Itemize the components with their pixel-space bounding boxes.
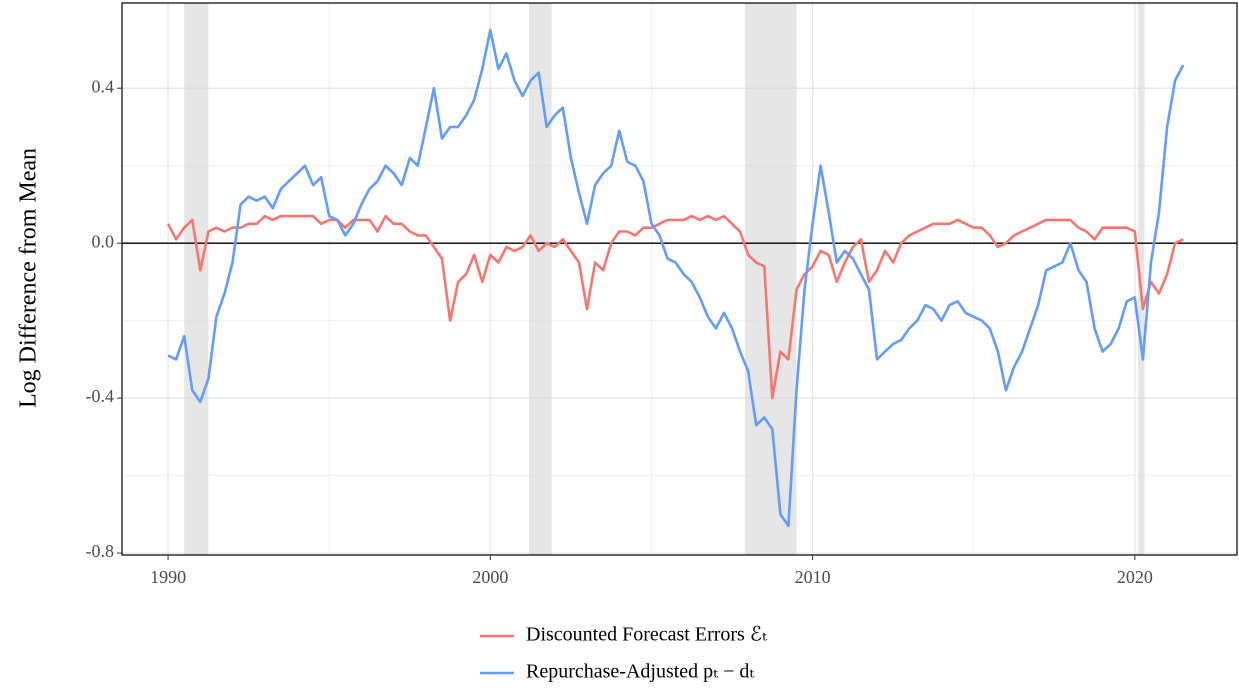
plot-area bbox=[121, 2, 1238, 556]
x-tick-label: 1990 bbox=[150, 567, 186, 587]
shaded-period bbox=[529, 3, 552, 555]
legend-label: Repurchase-Adjusted pₜ − dₜ bbox=[526, 661, 754, 683]
y-axis-label: Log Difference from Mean bbox=[16, 148, 42, 408]
series-line bbox=[167, 28, 1185, 528]
x-tick-label: 2000 bbox=[472, 567, 508, 587]
shaded-period bbox=[744, 3, 797, 555]
plot-border bbox=[121, 2, 1238, 556]
plot-background bbox=[122, 3, 1237, 555]
y-tick-label: 0.0 bbox=[92, 231, 115, 251]
x-tick-label: 2010 bbox=[795, 567, 831, 587]
y-tick-label: -0.4 bbox=[86, 386, 115, 406]
shaded-period bbox=[1138, 3, 1145, 555]
legend-label: Discounted Forecast Errors ℰₜ bbox=[526, 624, 767, 646]
legend: Discounted Forecast Errors ℰₜ Repurchase-… bbox=[480, 624, 767, 683]
shaded-period bbox=[184, 3, 209, 555]
x-tick-label: 2020 bbox=[1117, 567, 1153, 587]
y-tick-label: 0.4 bbox=[92, 76, 115, 96]
y-tick-label: -0.8 bbox=[86, 541, 115, 561]
